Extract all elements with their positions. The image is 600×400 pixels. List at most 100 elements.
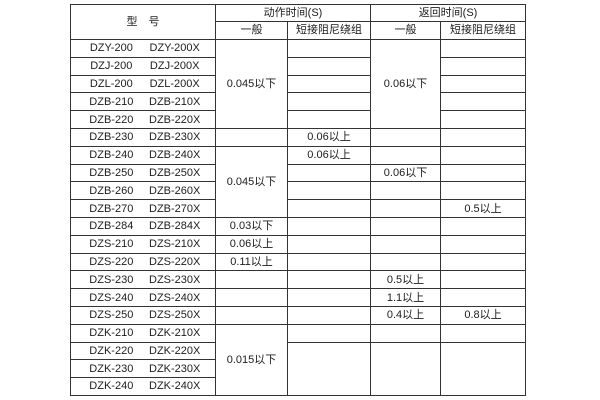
table-row: DZY-200 DZY-200X 0.045以下 0.06以下	[70, 39, 527, 129]
return-damping-cell	[440, 110, 527, 129]
return-damping-cell	[440, 145, 527, 165]
header-return-damping: 短接阻尼绕组	[440, 21, 527, 40]
model-x-variant: DZK-210X	[149, 327, 201, 340]
action-damping-cell	[286, 234, 372, 254]
model-cell: DZS-240 DZS-240X	[70, 288, 216, 307]
table-row: DZB-230 DZB-230X 0.06以上	[70, 127, 527, 147]
model-x-variant: DZB-250X	[149, 166, 201, 179]
model-base: DZS-210	[89, 238, 134, 251]
action-general-cell: 0.03以下	[215, 216, 288, 236]
model-cell: DZB-240 DZB-240X	[70, 145, 216, 165]
header-action-general: 一般	[215, 21, 288, 40]
table-row: DZB-260 DZB-260X	[70, 181, 527, 201]
model-base: DZL-200	[89, 77, 133, 90]
action-damping-cell	[286, 270, 372, 290]
action-damping-cell: 0.06以上	[286, 145, 372, 165]
header-action-damping: 短接阻尼绕组	[286, 21, 372, 40]
model-base: DZB-240	[89, 149, 134, 162]
model-cell: DZL-200 DZL-200X	[70, 74, 216, 94]
action-damping-cell	[286, 74, 372, 94]
action-damping-cell	[286, 92, 372, 112]
action-general-cell: 0.06以上	[215, 234, 288, 254]
model-x-variant: DZS-210X	[149, 238, 201, 251]
action-damping-cell	[286, 199, 372, 218]
model-cell: DZK-210 DZK-210X	[70, 323, 216, 343]
model-cell: DZJ-200 DZJ-200X	[70, 56, 216, 76]
model-cell: DZS-250 DZS-250X	[70, 305, 216, 325]
model-cell: DZB-250 DZB-250X	[70, 163, 216, 183]
return-damping-cell	[440, 127, 527, 147]
model-x-variant: DZS-250X	[149, 309, 201, 322]
model-base: DZS-230	[89, 273, 134, 286]
return-general-cell	[370, 127, 442, 147]
return-general-cell: 0.06以下	[370, 39, 442, 129]
action-damping-cell	[286, 305, 372, 325]
header-model: 型 号	[70, 4, 216, 40]
model-base: DZK-240	[89, 380, 134, 393]
model-x-variant: DZK-220X	[149, 344, 201, 357]
model-cell: DZY-200 DZY-200X	[70, 39, 216, 58]
model-x-variant: DZL-200X	[149, 77, 200, 90]
model-base: DZK-230	[89, 362, 134, 375]
action-general-cell: 0.045以下	[215, 145, 288, 218]
return-general-cell: 0.06以下	[370, 163, 442, 183]
action-damping-cell	[286, 181, 372, 201]
return-general-cell	[370, 341, 442, 396]
return-damping-cell	[440, 163, 527, 183]
action-damping-cell	[286, 323, 372, 343]
model-base: DZB-260	[89, 184, 134, 197]
return-general-cell: 0.4以上	[370, 305, 442, 325]
model-cell: DZB-220 DZB-220X	[70, 110, 216, 129]
header-action-time-group: 动作时间(S)	[214, 4, 372, 22]
action-damping-cell	[286, 252, 372, 272]
relay-spec-table: 型 号 动作时间(S) 返回时间(S) 一般 短接阻尼绕组 一般 短接阻尼绕组 …	[70, 4, 527, 396]
action-damping-cell: 0.06以上	[286, 127, 372, 147]
model-cell: DZB-210 DZB-210X	[70, 92, 216, 112]
model-base: DZS-220	[89, 255, 134, 268]
table-row: DZJ-200 DZJ-200X	[70, 56, 527, 76]
action-damping-cell	[286, 56, 372, 76]
model-cell: DZB-230 DZB-230X	[70, 127, 216, 147]
table-row: DZB-240 DZB-240X 0.045以下 0.06以上	[70, 145, 527, 218]
return-damping-cell	[440, 323, 527, 343]
model-x-variant: DZK-230X	[149, 362, 201, 375]
model-base: DZB-270	[89, 202, 134, 215]
model-cell: DZB-284 DZB-284X	[70, 216, 216, 236]
model-x-variant: DZB-210X	[149, 95, 201, 108]
model-base: DZS-250	[89, 309, 134, 322]
model-base: DZB-250	[89, 166, 134, 179]
model-base: DZY-200	[89, 42, 133, 55]
action-general-cell	[215, 305, 288, 325]
return-damping-cell	[440, 341, 527, 396]
table-row: DZS-250 DZS-250X 0.4以上 0.8以上	[70, 305, 527, 325]
model-cell: DZS-220 DZS-220X	[70, 252, 216, 272]
action-general-cell	[215, 288, 288, 307]
return-damping-cell	[440, 74, 527, 94]
return-general-cell	[370, 234, 442, 254]
return-damping-cell	[440, 216, 527, 236]
return-general-cell	[370, 323, 442, 343]
table-row: DZK-240 DZK-240X	[70, 377, 526, 396]
table-row: DZS-230 DZS-230X 0.5以上	[70, 270, 527, 290]
table-row: DZB-270 DZB-270X 0.5以上	[70, 199, 527, 218]
model-base: DZB-210	[89, 95, 134, 108]
action-damping-cell	[286, 341, 372, 396]
return-damping-cell	[440, 270, 527, 290]
model-cell: DZK-240 DZK-240X	[70, 377, 216, 396]
table-row: DZS-210 DZS-210X 0.06以上	[70, 234, 527, 254]
table-row: DZB-250 DZB-250X 0.06以下	[70, 163, 527, 183]
action-damping-cell	[286, 288, 372, 307]
table-row: DZK-220 DZK-220X	[70, 341, 527, 396]
return-damping-cell	[440, 252, 527, 272]
table-row: DZB-210 DZB-210X	[70, 92, 527, 112]
model-cell: DZK-220 DZK-220X	[70, 341, 216, 361]
table-row: DZB-284 DZB-284X 0.03以下	[70, 216, 527, 236]
model-base: DZB-230	[89, 131, 134, 144]
header-return-time-group: 返回时间(S)	[370, 4, 527, 22]
action-damping-cell	[286, 163, 372, 183]
return-damping-cell	[440, 39, 527, 58]
action-general-cell: 0.015以下	[215, 323, 288, 396]
model-base: DZJ-200	[90, 60, 133, 73]
model-x-variant: DZB-260X	[149, 184, 201, 197]
return-damping-cell: 0.5以上	[440, 199, 527, 218]
